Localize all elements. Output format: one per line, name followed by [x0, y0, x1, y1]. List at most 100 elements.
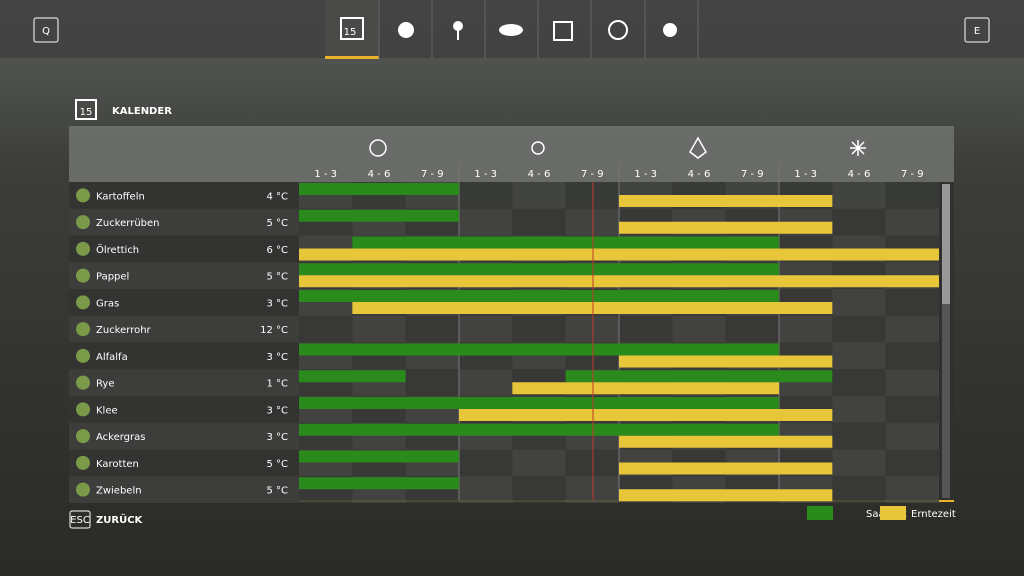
row-label-bg — [69, 208, 299, 236]
cell — [885, 342, 939, 370]
crop-name: Ackergras — [96, 432, 145, 443]
cell — [565, 208, 619, 236]
cell — [299, 315, 353, 343]
cell — [832, 396, 886, 423]
cell — [832, 422, 886, 450]
column-label: 1 - 3 — [794, 169, 817, 180]
row-label-bg — [69, 396, 299, 423]
cell — [885, 396, 939, 423]
cell — [832, 476, 886, 503]
title-icon-day: 15 — [80, 107, 93, 118]
crop-icon — [76, 455, 90, 470]
crop-temp: 3 °C — [266, 432, 288, 443]
table-header — [69, 126, 954, 182]
harvest-bar — [619, 221, 833, 234]
harvest-bar — [352, 302, 833, 314]
harvest-bar — [619, 355, 833, 368]
crop-name: Zuckerrohr — [96, 325, 152, 336]
row-label-bg — [69, 182, 299, 209]
crop-icon — [76, 482, 90, 497]
crop-name: Kartoffeln — [96, 191, 145, 202]
column-label: 7 - 9 — [581, 169, 604, 180]
cell — [459, 449, 513, 477]
crop-name: Klee — [96, 405, 118, 416]
tab-underline — [325, 56, 379, 59]
cell — [885, 289, 939, 316]
crop-name: Gras — [96, 298, 119, 309]
tab-active[interactable] — [325, 0, 379, 58]
crop-name: Pappel — [96, 272, 129, 283]
title-icon — [75, 99, 97, 120]
crop-temp: 5 °C — [266, 218, 288, 229]
crop-icon — [76, 215, 90, 230]
row-label-bg — [69, 476, 299, 503]
sowing-bar — [299, 477, 459, 490]
cell — [832, 182, 886, 209]
crop-icon — [76, 402, 90, 417]
column-label: 1 - 3 — [474, 169, 497, 180]
cell — [885, 182, 939, 209]
scrollbar-track[interactable] — [942, 184, 950, 498]
crop-temp: 1 °C — [266, 379, 288, 390]
tab-dividers — [378, 0, 699, 58]
column-label: 4 - 6 — [688, 169, 711, 180]
row-label-bg — [69, 369, 299, 396]
crop-icon — [76, 241, 90, 256]
key-box — [964, 17, 990, 43]
column-label: 4 - 6 — [528, 169, 551, 180]
cell — [512, 476, 566, 503]
cell — [459, 208, 513, 236]
cell — [512, 449, 566, 477]
row-label-bg — [69, 422, 299, 450]
column-label: 4 - 6 — [848, 169, 871, 180]
key-e[interactable]: E — [974, 26, 980, 37]
cell — [619, 315, 673, 343]
cell — [405, 315, 459, 343]
column-label: 7 - 9 — [901, 169, 924, 180]
crop-name: Rye — [96, 379, 114, 390]
key-esc[interactable]: ESC — [70, 515, 90, 526]
cell — [352, 315, 406, 343]
crop-name: Zwiebeln — [96, 486, 142, 497]
cell — [832, 342, 886, 370]
legend-label: Erntezeit — [911, 509, 956, 520]
crop-icon — [76, 375, 90, 390]
sowing-bar — [299, 209, 459, 222]
harvest-bar — [619, 489, 833, 502]
cell — [565, 449, 619, 477]
sowing-bar — [352, 236, 779, 249]
crop-name: Zuckerrüben — [96, 218, 160, 229]
cell — [672, 315, 726, 343]
crop-name: Alfalfa — [96, 352, 128, 363]
crop-name: Karotten — [96, 459, 139, 470]
cell — [832, 369, 886, 396]
row-label-bg — [69, 289, 299, 316]
crop-temp: 4 °C — [266, 191, 288, 202]
cell — [885, 315, 939, 343]
column-label: 1 - 3 — [314, 169, 337, 180]
sowing-bar — [299, 183, 459, 195]
row-label-bg — [69, 449, 299, 477]
sowing-bar — [299, 423, 779, 436]
column-label: 4 - 6 — [368, 169, 391, 180]
crop-temp: 6 °C — [266, 245, 288, 256]
cell — [725, 315, 779, 343]
crop-temp: 5 °C — [266, 459, 288, 470]
cell — [565, 315, 619, 343]
cell — [885, 449, 939, 477]
back-label[interactable]: ZURÜCK — [96, 512, 144, 526]
crop-temp: 3 °C — [266, 352, 288, 363]
key-q[interactable]: Q — [42, 26, 50, 37]
cell — [885, 369, 939, 396]
sowing-bar — [299, 397, 779, 409]
cell — [405, 369, 459, 396]
scrollbar-thumb[interactable] — [942, 184, 950, 304]
cell — [832, 289, 886, 316]
cell — [885, 476, 939, 503]
column-label: 1 - 3 — [634, 169, 657, 180]
sowing-bar — [299, 343, 779, 356]
row-label-bg — [69, 235, 299, 263]
harvest-bar — [512, 382, 779, 395]
